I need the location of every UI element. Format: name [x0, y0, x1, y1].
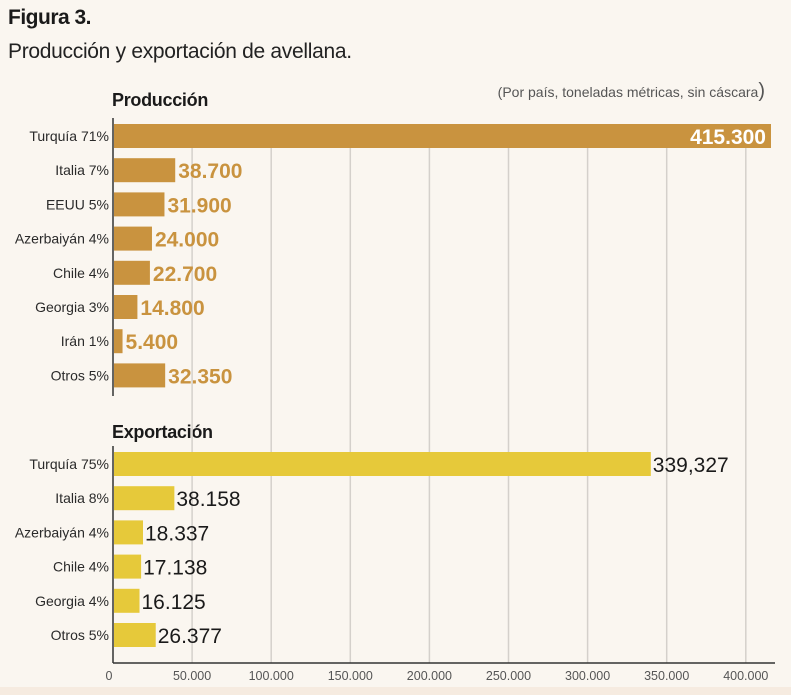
exportacion-bar — [114, 452, 651, 476]
produccion-value-label: 38.700 — [178, 160, 242, 183]
produccion-title: Producción — [112, 90, 209, 110]
exportacion-title: Exportación — [112, 422, 213, 442]
produccion-category-label: Azerbaiyán 4% — [15, 231, 109, 247]
exportacion-value-label: 18.337 — [145, 522, 209, 545]
tick-label: 300.000 — [565, 669, 610, 683]
tick-label: 400.000 — [723, 669, 768, 683]
produccion-value-label: 32.350 — [168, 365, 232, 388]
produccion-bar — [114, 226, 152, 251]
produccion-value-label: 14.800 — [140, 297, 204, 320]
exportacion-bar — [114, 520, 144, 545]
produccion-value-label: 24.000 — [155, 229, 219, 252]
produccion-category-label: EEUU 5% — [46, 196, 109, 212]
tick-label: 100.000 — [249, 669, 294, 683]
tick-label: 0 — [106, 669, 113, 683]
exportacion-value-label: 16.125 — [142, 591, 206, 614]
produccion-category-label: Georgia 3% — [35, 299, 109, 315]
produccion-category-label: Irán 1% — [61, 333, 109, 349]
exportacion-bar — [114, 623, 156, 647]
tick-label: 50.000 — [173, 669, 211, 683]
exportacion-bar — [114, 588, 140, 613]
produccion-category-label: Turquía 71% — [29, 128, 109, 144]
units-note: (Por país, toneladas métricas, sin cásca… — [498, 80, 765, 103]
produccion-bar — [114, 363, 166, 388]
exportacion-value-label: 38.158 — [176, 488, 240, 511]
figure-label: Figura 3. — [8, 6, 92, 29]
produccion-category-label: Italia 7% — [55, 162, 109, 178]
exportacion-value-label: 339,327 — [653, 454, 729, 477]
tick-label: 350.000 — [644, 669, 689, 683]
produccion-category-label: Chile 4% — [53, 265, 109, 281]
exportacion-category-label: Italia 8% — [55, 490, 109, 506]
produccion-bar — [114, 192, 165, 217]
produccion-value-label: 31.900 — [167, 194, 231, 217]
tick-label: 150.000 — [328, 669, 373, 683]
produccion-bar — [114, 158, 176, 183]
produccion-bar — [114, 124, 771, 148]
exportacion-category-label: Chile 4% — [53, 559, 109, 575]
produccion-bar — [114, 295, 138, 319]
exportacion-value-label: 17.138 — [143, 557, 207, 580]
tick-label: 200.000 — [407, 669, 452, 683]
units-note-text: (Por país, toneladas métricas, sin cásca… — [497, 84, 759, 100]
exportacion-bar — [114, 554, 142, 579]
tick-label: 250.000 — [486, 669, 531, 683]
exportacion-value-label: 26.377 — [158, 625, 222, 648]
units-note-close: ) — [758, 80, 765, 102]
exportacion-bar — [114, 486, 175, 511]
exportacion-category-label: Otros 5% — [51, 627, 109, 643]
produccion-value-label: 22.700 — [153, 263, 217, 286]
bottom-band — [0, 687, 791, 695]
produccion-category-label: Otros 5% — [51, 367, 109, 383]
exportacion-category-label: Turquía 75% — [29, 456, 109, 472]
produccion-bar — [114, 260, 150, 285]
figure-subtitle: Producción y exportación de avellana. — [8, 40, 352, 63]
exportacion-category-label: Azerbaiyán 4% — [15, 524, 109, 540]
exportacion-category-label: Georgia 4% — [35, 593, 109, 609]
produccion-bar — [114, 329, 123, 354]
produccion-value-label: 415.300 — [690, 126, 766, 149]
produccion-value-label: 5.400 — [126, 331, 179, 354]
